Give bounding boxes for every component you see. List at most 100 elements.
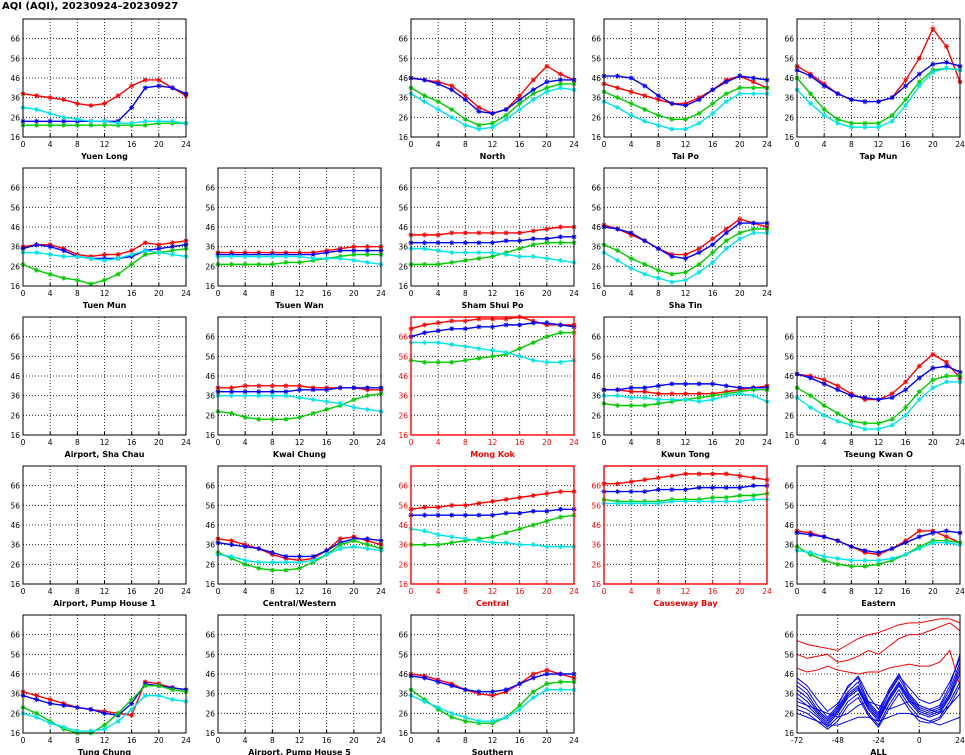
data-point-red — [710, 471, 716, 477]
data-point-blue — [422, 512, 428, 518]
data-point-blue — [517, 681, 523, 687]
data-point-red — [669, 391, 675, 397]
y-tick-label: 16 — [10, 431, 20, 440]
data-point-cyan — [462, 714, 468, 720]
series-line-red — [796, 649, 961, 686]
data-point-cyan — [835, 555, 841, 561]
data-point-cyan — [848, 124, 854, 130]
data-point-green — [683, 269, 688, 275]
x-tick-label: 0 — [21, 438, 26, 447]
data-point-cyan — [821, 553, 827, 559]
y-tick-label: 46 — [10, 74, 20, 83]
data-point-cyan — [723, 246, 729, 252]
x-tick-label: 8 — [849, 140, 854, 149]
y-tick-label: 26 — [398, 709, 408, 718]
data-point-cyan — [628, 500, 634, 506]
data-point-cyan — [462, 122, 468, 128]
data-point-blue — [490, 689, 495, 695]
data-point-blue — [696, 97, 702, 103]
data-point-blue — [835, 387, 841, 393]
data-point-red — [462, 230, 468, 236]
data-point-blue — [283, 389, 289, 395]
data-point-blue — [324, 387, 330, 393]
data-point-cyan — [683, 277, 688, 283]
x-tick-label: 8 — [270, 587, 275, 596]
y-tick-label: 46 — [398, 223, 408, 232]
plot-tai-po: 0 4 8 12 16 20 24 16 26 36 46 56 66 Tai Po — [591, 18, 772, 161]
x-tick-label: 16 — [127, 289, 137, 298]
data-point-cyan — [876, 124, 881, 130]
x-tick-label: 12 — [295, 736, 305, 745]
data-point-green — [462, 357, 468, 363]
data-point-blue — [943, 528, 949, 534]
data-point-red — [517, 494, 523, 500]
data-point-green — [351, 538, 357, 544]
data-point-cyan — [750, 230, 756, 236]
data-point-blue — [530, 87, 536, 93]
data-point-blue — [422, 675, 428, 681]
plot-frame — [410, 465, 575, 585]
plot-title: Tai Po — [672, 152, 699, 161]
x-tick-label: 0 — [795, 140, 800, 149]
data-point-cyan — [490, 718, 495, 724]
y-tick-label: 56 — [10, 203, 20, 212]
data-point-green — [544, 85, 550, 91]
x-tick-label: 20 — [154, 587, 164, 596]
data-point-blue — [557, 77, 563, 83]
y-tick-label: 36 — [10, 690, 20, 699]
x-tick-label: 20 — [542, 140, 552, 149]
y-tick-label: 16 — [10, 133, 20, 142]
data-point-green — [517, 101, 523, 107]
data-point-cyan — [517, 542, 523, 548]
data-point-green — [490, 353, 495, 359]
y-tick-label: 46 — [205, 670, 215, 679]
x-tick-label: 12 — [681, 438, 691, 447]
data-point-blue — [642, 385, 648, 391]
data-point-cyan — [476, 718, 482, 724]
data-point-green — [490, 120, 495, 126]
y-tick-label: 36 — [591, 243, 601, 252]
x-tick-label: 0 — [216, 289, 221, 298]
series-line-blue — [796, 712, 961, 726]
data-point-green — [683, 116, 688, 122]
data-point-cyan — [517, 353, 523, 359]
y-tick-label: 66 — [784, 482, 794, 491]
x-tick-label: 8 — [849, 438, 854, 447]
data-point-green — [283, 416, 289, 422]
data-point-cyan — [530, 542, 536, 548]
data-point-green — [903, 404, 909, 410]
x-tick-label: 12 — [681, 289, 691, 298]
data-point-green — [435, 359, 441, 365]
y-tick-label: 66 — [10, 631, 20, 640]
y-tick-label: 66 — [591, 184, 601, 193]
data-point-cyan — [283, 559, 289, 565]
y-tick-label: 66 — [398, 184, 408, 193]
data-point-blue — [310, 252, 316, 258]
data-point-green — [642, 261, 648, 267]
data-point-cyan — [462, 344, 468, 349]
data-point-red — [710, 236, 716, 242]
x-tick-label: 20 — [154, 438, 164, 447]
data-point-cyan — [615, 500, 621, 506]
x-tick-label: 20 — [735, 289, 745, 298]
data-point-red — [449, 318, 455, 324]
data-point-blue — [449, 326, 455, 332]
data-point-blue — [283, 553, 289, 559]
x-tick-label: 8 — [270, 438, 275, 447]
data-point-cyan — [903, 552, 909, 557]
data-point-red — [642, 93, 648, 99]
data-point-cyan — [916, 83, 922, 89]
data-point-blue — [835, 91, 841, 97]
y-tick-label: 26 — [398, 113, 408, 122]
data-point-green — [169, 687, 175, 693]
y-tick-label: 26 — [784, 560, 794, 569]
data-point-cyan — [557, 544, 563, 550]
y-tick-label: 36 — [591, 392, 601, 401]
x-tick-label: 12 — [681, 587, 691, 596]
data-point-green — [544, 334, 550, 340]
data-point-blue — [642, 83, 648, 89]
data-point-cyan — [142, 118, 148, 124]
plot-title: Tap Mun — [860, 152, 898, 161]
y-tick-label: 56 — [784, 54, 794, 63]
data-point-blue — [490, 512, 495, 518]
